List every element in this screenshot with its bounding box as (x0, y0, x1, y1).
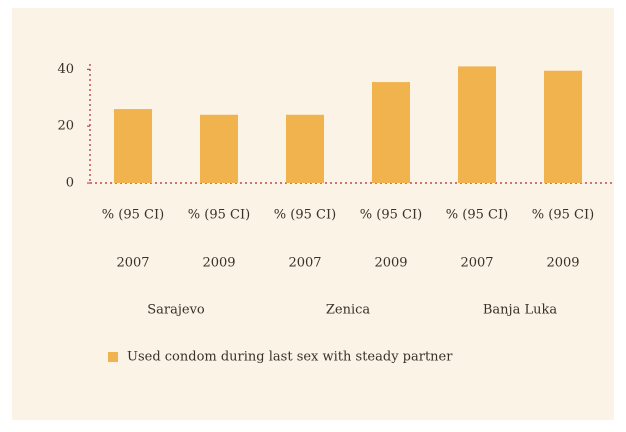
x-tick-label: % (95 CI) (102, 208, 164, 223)
bar (458, 66, 496, 183)
x-tick-label: % (95 CI) (274, 208, 336, 223)
x-tick-label: % (95 CI) (360, 208, 422, 223)
group-label: Zenica (326, 303, 371, 318)
y-tick-label: 20 (57, 119, 74, 134)
group-label: Banja Luka (483, 303, 557, 318)
y-tick-label: 0 (66, 176, 74, 191)
legend-label: Used condom during last sex with steady … (127, 350, 453, 365)
bar (372, 82, 410, 183)
x-tick-label: % (95 CI) (188, 208, 250, 223)
legend-swatch (108, 352, 118, 362)
panel (12, 8, 614, 420)
bar (286, 114, 324, 183)
year-label: 2007 (116, 256, 149, 271)
group-label: Sarajevo (147, 303, 205, 318)
year-label: 2009 (202, 256, 235, 271)
x-tick-label: % (95 CI) (446, 208, 508, 223)
year-label: 2007 (460, 256, 493, 271)
y-tick-label: 40 (57, 62, 74, 77)
year-label: 2007 (288, 256, 321, 271)
bar (114, 109, 152, 183)
year-label: 2009 (546, 256, 579, 271)
bar (544, 70, 582, 183)
year-label: 2009 (374, 256, 407, 271)
bar (200, 114, 238, 183)
x-tick-label: % (95 CI) (532, 208, 594, 223)
